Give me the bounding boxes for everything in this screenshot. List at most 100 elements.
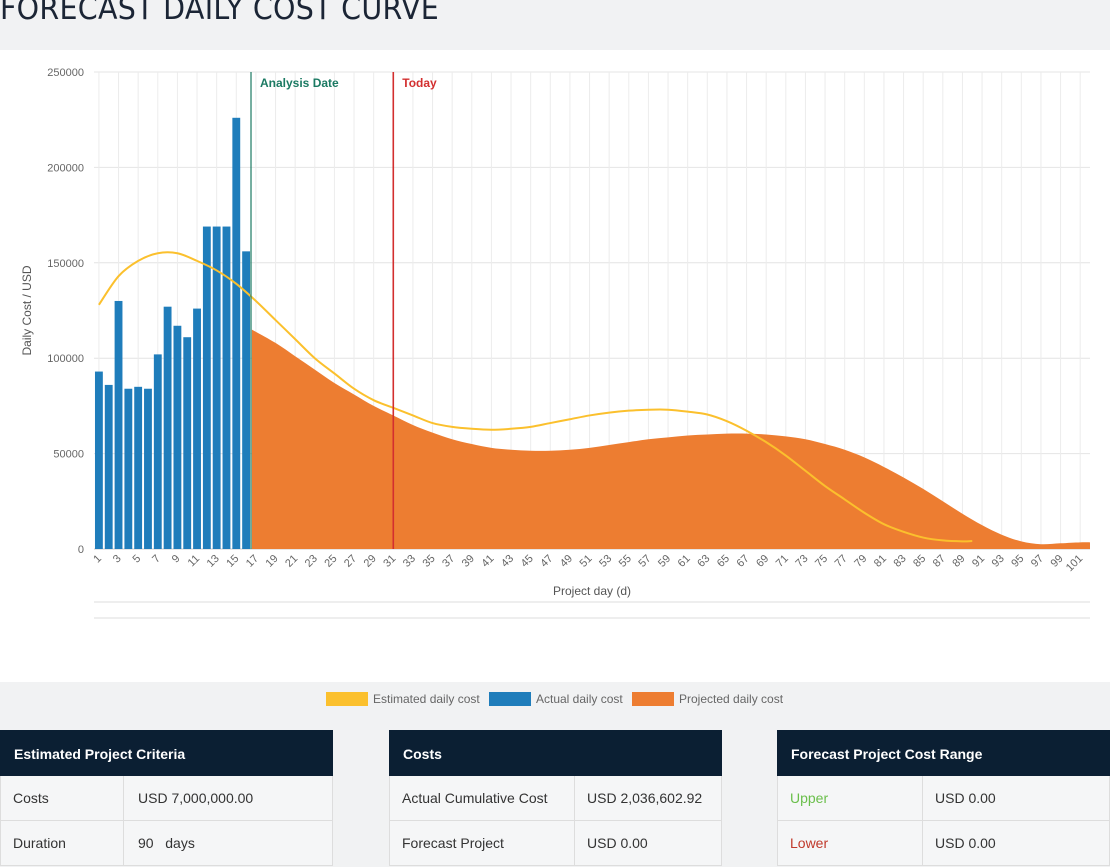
row-label-lower: Lower	[790, 835, 829, 851]
actual-cost-bar	[173, 325, 182, 549]
actual-cost-bar	[163, 306, 172, 549]
x-tick-label: 83	[892, 553, 909, 570]
y-tick-label: 200000	[47, 162, 84, 174]
actual-cost-bar	[183, 337, 192, 549]
panel-title: Costs	[389, 730, 722, 776]
row-value: USD 0.00	[935, 835, 996, 851]
chart-card: 0 50000 100000 150000 200000 250000 1 3 5 7 9 11 13 1…	[0, 50, 1110, 706]
x-tick-label: 7	[150, 553, 163, 566]
actual-cost-bar	[222, 226, 231, 549]
x-tick-label: 15	[224, 553, 241, 570]
legend-swatch-actual	[489, 692, 531, 706]
actual-cost-bar	[134, 386, 143, 549]
x-tick-label: 19	[264, 553, 281, 570]
table-row: Duration 90 days	[0, 821, 333, 866]
x-tick-label: 79	[852, 553, 869, 570]
table-row: Upper USD 0.00	[777, 776, 1110, 821]
x-tick-label: 13	[205, 553, 222, 570]
x-tick-label: 61	[676, 553, 693, 570]
x-tick-label: 75	[813, 553, 830, 570]
x-tick-label: 69	[754, 553, 771, 570]
x-tick-label: 63	[695, 553, 712, 570]
actual-cost-bar	[114, 300, 123, 549]
x-tick-label: 81	[872, 553, 889, 570]
x-tick-label: 33	[401, 553, 418, 570]
y-tick-label: 250000	[47, 67, 84, 79]
y-tick-label: 150000	[47, 258, 84, 270]
x-tick-label: 17	[244, 553, 261, 570]
estimated-cost-line	[98, 251, 973, 543]
x-tick-label: 9	[170, 553, 183, 566]
x-tick-label: 67	[735, 553, 752, 570]
x-tick-label: 31	[381, 553, 398, 570]
x-tick-label: 57	[636, 553, 653, 570]
annotation-label: Analysis Date	[260, 76, 339, 90]
panel-forecast-range: Forecast Project Cost Range Upper USD 0.…	[777, 730, 1110, 866]
x-tick-label: 77	[833, 553, 850, 570]
y-tick-label: 0	[78, 544, 84, 556]
x-tick-label: 85	[911, 553, 928, 570]
annotation-label: Today	[402, 76, 437, 90]
x-tick-label: 65	[715, 553, 732, 570]
row-value: USD 7,000,000.00	[138, 790, 254, 806]
x-tick-label: 95	[1009, 553, 1026, 570]
x-tick-label: 3	[111, 553, 124, 566]
x-tick-label: 41	[479, 553, 496, 570]
x-tick-label: 59	[656, 553, 673, 570]
y-axis-title: Daily Cost / USD	[20, 265, 34, 355]
x-tick-label: 89	[950, 553, 967, 570]
panel-costs: Costs Actual Cumulative Cost USD 2,036,6…	[389, 730, 722, 866]
table-row: Lower USD 0.00	[777, 821, 1110, 866]
x-tick-label: 87	[931, 553, 948, 570]
actual-cost-bar	[153, 354, 162, 549]
actual-cost-bar	[124, 388, 133, 549]
row-label: Forecast Project	[402, 835, 504, 851]
x-tick-label: 93	[990, 553, 1007, 570]
y-tick-label: 50000	[53, 449, 84, 461]
actual-cost-bar	[193, 308, 201, 549]
projected-cost-area	[251, 329, 1091, 549]
x-tick-label: 97	[1029, 553, 1046, 570]
x-tick-label: 99	[1049, 553, 1066, 570]
x-tick-label: 21	[283, 553, 300, 570]
actual-cost-bar	[232, 117, 241, 550]
table-row: Forecast Project USD 0.00	[389, 821, 722, 866]
actual-cost-bar	[144, 388, 152, 549]
x-tick-label: 11	[186, 553, 203, 570]
actual-cost-bar	[212, 226, 221, 549]
row-value: USD 2,036,602.92	[587, 790, 703, 806]
row-label: Costs	[13, 790, 49, 806]
x-axis-title: Project day (d)	[553, 584, 631, 598]
x-tick-label: 49	[558, 553, 575, 570]
actual-cost-bar	[242, 251, 251, 550]
x-tick-label: 53	[597, 553, 614, 570]
legend-swatch-projected	[632, 692, 674, 706]
x-tick-label: 73	[793, 553, 810, 570]
x-tick-label: 45	[519, 553, 536, 570]
row-value: 90 days	[138, 835, 195, 851]
legend-swatch-estimated	[326, 692, 368, 706]
x-tick-label: 29	[362, 553, 379, 570]
panel-estimated-criteria: Estimated Project Criteria Costs USD 7,0…	[0, 730, 333, 866]
panel-title: Estimated Project Criteria	[0, 730, 333, 776]
x-tick-label: 39	[460, 553, 477, 570]
actual-cost-bar	[202, 226, 211, 549]
x-tick-label: 27	[342, 553, 359, 570]
x-tick-label: 101	[1064, 553, 1085, 574]
actual-cost-bar	[104, 384, 113, 549]
x-tick-label: 37	[440, 553, 457, 570]
legend-label-projected: Projected daily cost	[679, 692, 784, 706]
table-row: Actual Cumulative Cost USD 2,036,602.92	[389, 776, 722, 821]
x-tick-label: 25	[322, 553, 339, 570]
actual-cost-bar	[94, 371, 103, 549]
x-tick-label: 51	[578, 553, 595, 570]
row-value: USD 0.00	[587, 835, 648, 851]
chart-legend: Estimated daily cost Actual daily cost P…	[0, 690, 1110, 708]
x-tick-label: 47	[538, 553, 555, 570]
panel-title: Forecast Project Cost Range	[777, 730, 1110, 776]
x-tick-label: 1	[91, 553, 104, 566]
page-title: FORECAST DAILY COST CURVE	[0, 0, 440, 27]
legend-label-actual: Actual daily cost	[536, 692, 623, 706]
x-tick-label: 23	[303, 553, 320, 570]
